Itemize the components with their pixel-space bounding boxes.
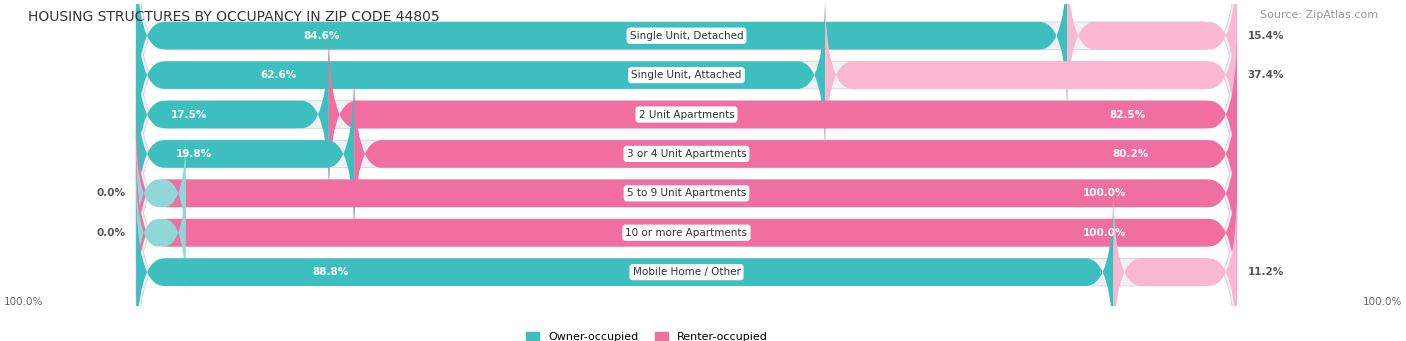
Text: Single Unit, Attached: Single Unit, Attached [631, 70, 742, 80]
FancyBboxPatch shape [136, 49, 1237, 258]
FancyBboxPatch shape [825, 0, 1237, 160]
Text: Source: ZipAtlas.com: Source: ZipAtlas.com [1260, 10, 1378, 20]
FancyBboxPatch shape [136, 148, 1237, 317]
Text: Mobile Home / Other: Mobile Home / Other [633, 267, 741, 277]
Text: 0.0%: 0.0% [96, 228, 125, 238]
Text: 17.5%: 17.5% [172, 109, 207, 119]
FancyBboxPatch shape [136, 188, 1114, 341]
FancyBboxPatch shape [136, 108, 1237, 278]
Text: Single Unit, Detached: Single Unit, Detached [630, 31, 744, 41]
Text: 19.8%: 19.8% [176, 149, 211, 159]
FancyBboxPatch shape [1067, 0, 1237, 120]
Legend: Owner-occupied, Renter-occupied: Owner-occupied, Renter-occupied [526, 332, 768, 341]
FancyBboxPatch shape [136, 128, 1237, 337]
FancyBboxPatch shape [136, 89, 1237, 298]
Text: 100.0%: 100.0% [1083, 188, 1126, 198]
FancyBboxPatch shape [136, 10, 1237, 219]
Text: 100.0%: 100.0% [4, 297, 44, 307]
FancyBboxPatch shape [136, 128, 186, 258]
FancyBboxPatch shape [136, 30, 329, 199]
Text: 100.0%: 100.0% [1083, 228, 1126, 238]
FancyBboxPatch shape [354, 69, 1237, 239]
FancyBboxPatch shape [136, 168, 1237, 341]
Text: 37.4%: 37.4% [1247, 70, 1284, 80]
Text: 3 or 4 Unit Apartments: 3 or 4 Unit Apartments [627, 149, 747, 159]
Text: HOUSING STRUCTURES BY OCCUPANCY IN ZIP CODE 44805: HOUSING STRUCTURES BY OCCUPANCY IN ZIP C… [28, 10, 440, 24]
Text: 82.5%: 82.5% [1109, 109, 1146, 119]
Text: 88.8%: 88.8% [312, 267, 349, 277]
FancyBboxPatch shape [136, 0, 1237, 140]
FancyBboxPatch shape [329, 30, 1237, 199]
Text: 84.6%: 84.6% [304, 31, 340, 41]
Text: 5 to 9 Unit Apartments: 5 to 9 Unit Apartments [627, 188, 747, 198]
FancyBboxPatch shape [136, 0, 825, 160]
FancyBboxPatch shape [136, 0, 1237, 179]
Text: 80.2%: 80.2% [1112, 149, 1149, 159]
Text: 10 or more Apartments: 10 or more Apartments [626, 228, 748, 238]
Text: 2 Unit Apartments: 2 Unit Apartments [638, 109, 734, 119]
Text: 0.0%: 0.0% [96, 188, 125, 198]
FancyBboxPatch shape [1114, 188, 1237, 341]
FancyBboxPatch shape [136, 69, 354, 239]
Text: 100.0%: 100.0% [1362, 297, 1402, 307]
Text: 62.6%: 62.6% [260, 70, 297, 80]
Text: 15.4%: 15.4% [1247, 31, 1284, 41]
Text: 11.2%: 11.2% [1247, 267, 1284, 277]
FancyBboxPatch shape [136, 0, 1067, 120]
FancyBboxPatch shape [136, 168, 186, 298]
